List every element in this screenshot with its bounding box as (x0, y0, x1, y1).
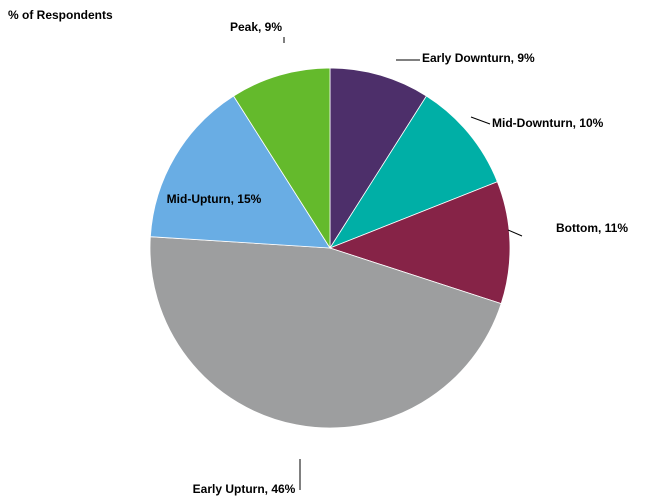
slice-label-early-upturn: Early Upturn, 46% (193, 482, 296, 496)
pie-slice-early-upturn (149, 236, 502, 429)
chart-title: % of Respondents (8, 8, 113, 22)
slice-label-peak: Peak, 9% (230, 20, 282, 34)
slice-label-mid-upturn: Mid-Upturn, 15% (167, 192, 262, 206)
pie-slice-mid-downturn (329, 95, 498, 249)
pie-slice-mid-upturn (149, 95, 331, 249)
pie-slice-peak (232, 67, 331, 250)
slice-label-mid-downturn: Mid-Downturn, 10% (492, 116, 604, 130)
slice-label-early-downturn: Early Downturn, 9% (422, 51, 535, 65)
pie-slice-early-downturn (329, 67, 428, 250)
leader-line-bottom (507, 229, 523, 237)
slice-label-bottom: Bottom, 11% (556, 221, 628, 235)
leader-line-mid-downturn (470, 116, 491, 125)
pie-slice-bottom (328, 181, 511, 305)
